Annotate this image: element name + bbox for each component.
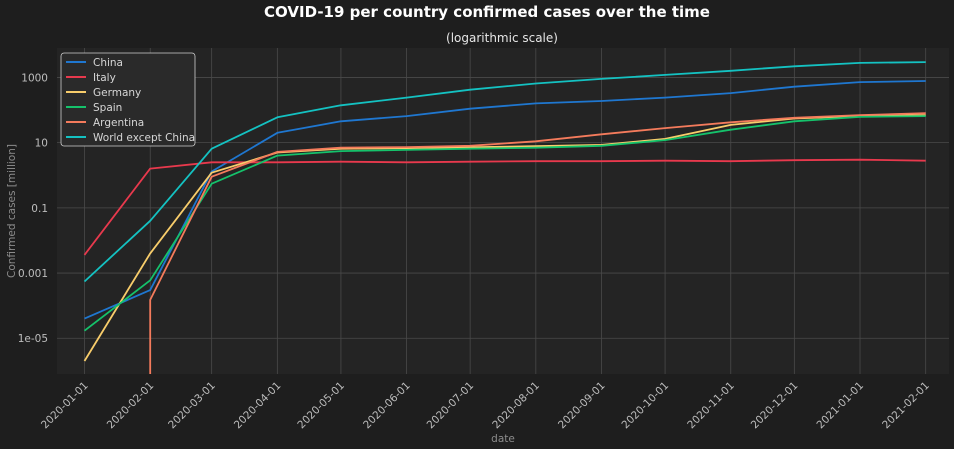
series-line-argentina: [149, 112, 926, 374]
series-line-spain: [83, 115, 926, 332]
y-axis-label: Confirmed cases [million]: [6, 144, 18, 278]
x-tick-label: 2020-02-01: [105, 380, 157, 432]
grid-lines: [57, 48, 949, 374]
y-tick-label: 1e-05: [18, 333, 48, 345]
x-tick-label: 2021-01-01: [814, 380, 866, 432]
x-tick-label: 2020-01-01: [39, 380, 91, 432]
x-tick-label: 2021-02-01: [880, 380, 932, 432]
x-tick-label: 2020-11-01: [685, 380, 737, 432]
legend-label: China: [93, 57, 123, 69]
chart-subtitle: (logarithmic scale): [446, 31, 558, 45]
y-tick-label: 1000: [21, 72, 48, 84]
x-tick-label: 2020-08-01: [490, 380, 542, 432]
legend-label: Italy: [93, 72, 116, 84]
series-line-china: [84, 80, 926, 320]
x-tick-label: 2020-03-01: [166, 380, 218, 432]
y-tick-labels: 1e-05 0.001 0.1 10 1000: [18, 72, 48, 345]
x-tick-label: 2020-09-01: [556, 380, 608, 432]
legend-label: Argentina: [93, 117, 144, 129]
x-tick-labels: 2020-01-01 2020-02-01 2020-03-01 2020-04-01…: [39, 380, 932, 432]
series-line-world-except-china: [83, 61, 926, 283]
chart-title: COVID-19 per country confirmed cases ove…: [264, 3, 710, 21]
legend: China Italy Germany Spain Argentina World exc…: [60, 52, 196, 147]
legend-items: China Italy Germany Spain Argentina World exc…: [66, 57, 195, 144]
x-tick-label: 2020-04-01: [232, 380, 284, 432]
x-tick-label: 2020-06-01: [361, 380, 413, 432]
series-line-germany: [83, 114, 926, 362]
x-tick-label: 2020-12-01: [749, 380, 801, 432]
plot-area: [57, 48, 949, 374]
series-lines: [83, 61, 926, 374]
x-tick-label: 2020-10-01: [620, 380, 672, 432]
y-tick-label: 10: [35, 138, 48, 150]
series-line-italy: [83, 158, 926, 256]
y-tick-label: 0.1: [31, 203, 48, 215]
x-tick-label: 2020-05-01: [295, 380, 347, 432]
legend-label: Spain: [93, 102, 122, 114]
x-axis-label: date: [491, 433, 515, 445]
legend-box: [60, 52, 196, 147]
y-tick-label: 0.001: [18, 268, 48, 280]
legend-label: Germany: [93, 87, 141, 99]
legend-label: World except China: [93, 132, 195, 144]
x-tick-label: 2020-07-01: [425, 380, 477, 432]
